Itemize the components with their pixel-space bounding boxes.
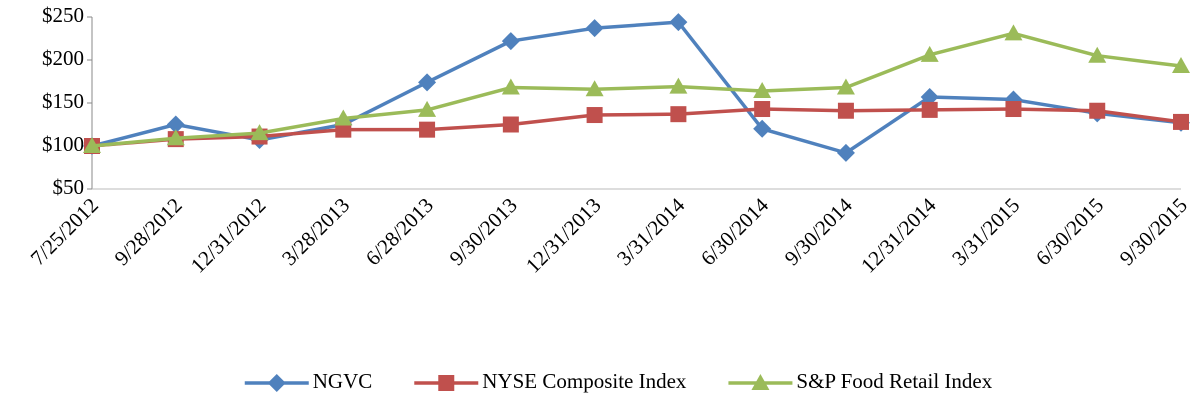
data-point [920,45,939,62]
data-point [837,102,854,119]
data-point [334,109,353,126]
data-point [1088,46,1107,63]
x-tick-label: 3/31/2014 [612,193,690,271]
legend-label: S&P Food Retail Index [796,369,992,393]
legend-label: NGVC [313,369,373,393]
data-point [669,13,688,32]
x-tick-label: 6/30/2015 [1031,193,1108,270]
x-tick-label: 9/28/2012 [110,193,187,270]
series-line [91,20,1182,155]
data-point [418,73,437,92]
x-tick-label: 9/30/2014 [780,193,858,271]
x-tick-label: 12/31/2013 [521,193,606,278]
x-tick-label: 12/31/2012 [186,193,271,278]
data-point [1089,102,1106,119]
y-tick-label: $50 [53,175,85,199]
y-tick-label: $200 [42,46,84,70]
legend-label: NYSE Composite Index [482,369,687,393]
legend-item: NGVC [313,369,373,393]
data-point [836,78,855,95]
legend-marker [267,374,286,392]
legend-marker [751,374,770,390]
y-tick-label: $100 [42,132,84,156]
data-point [250,124,269,141]
x-tick-label: 6/30/2014 [696,193,774,271]
y-tick-label: $150 [42,89,84,113]
data-point [754,101,771,118]
data-point [921,101,938,118]
data-point [920,87,939,106]
data-point [1173,113,1189,130]
data-point [753,81,772,98]
data-point [418,100,437,117]
x-tick-label: 7/25/2012 [26,193,103,270]
series-line [91,107,1182,148]
legend-marker [438,375,455,391]
legend-item: NYSE Composite Index [482,369,687,393]
data-point [166,115,185,134]
data-point [83,137,101,153]
data-point [586,107,603,124]
series-line [91,31,1182,148]
data-point [585,19,604,38]
y-tick-label: $250 [42,3,84,27]
data-point [1005,101,1022,118]
data-point [1172,57,1190,74]
x-tick-label: 3/28/2013 [277,193,354,270]
x-tick-label: 3/31/2015 [947,193,1024,270]
data-point [419,121,436,138]
data-point [585,80,604,97]
data-point [669,77,688,94]
data-point [501,32,520,51]
data-point [501,78,520,95]
data-point [670,106,687,123]
data-point [753,119,772,138]
x-tick-label: 12/31/2014 [856,193,941,278]
x-tick-label: 9/30/2015 [1115,193,1192,270]
x-tick-label: 6/28/2013 [361,193,438,270]
legend-item: S&P Food Retail Index [796,369,992,393]
x-tick-label: 9/30/2013 [445,193,522,270]
data-point [836,143,855,162]
data-point [166,129,185,146]
data-point [502,116,519,133]
data-point [1004,24,1023,41]
data-point [335,121,352,138]
